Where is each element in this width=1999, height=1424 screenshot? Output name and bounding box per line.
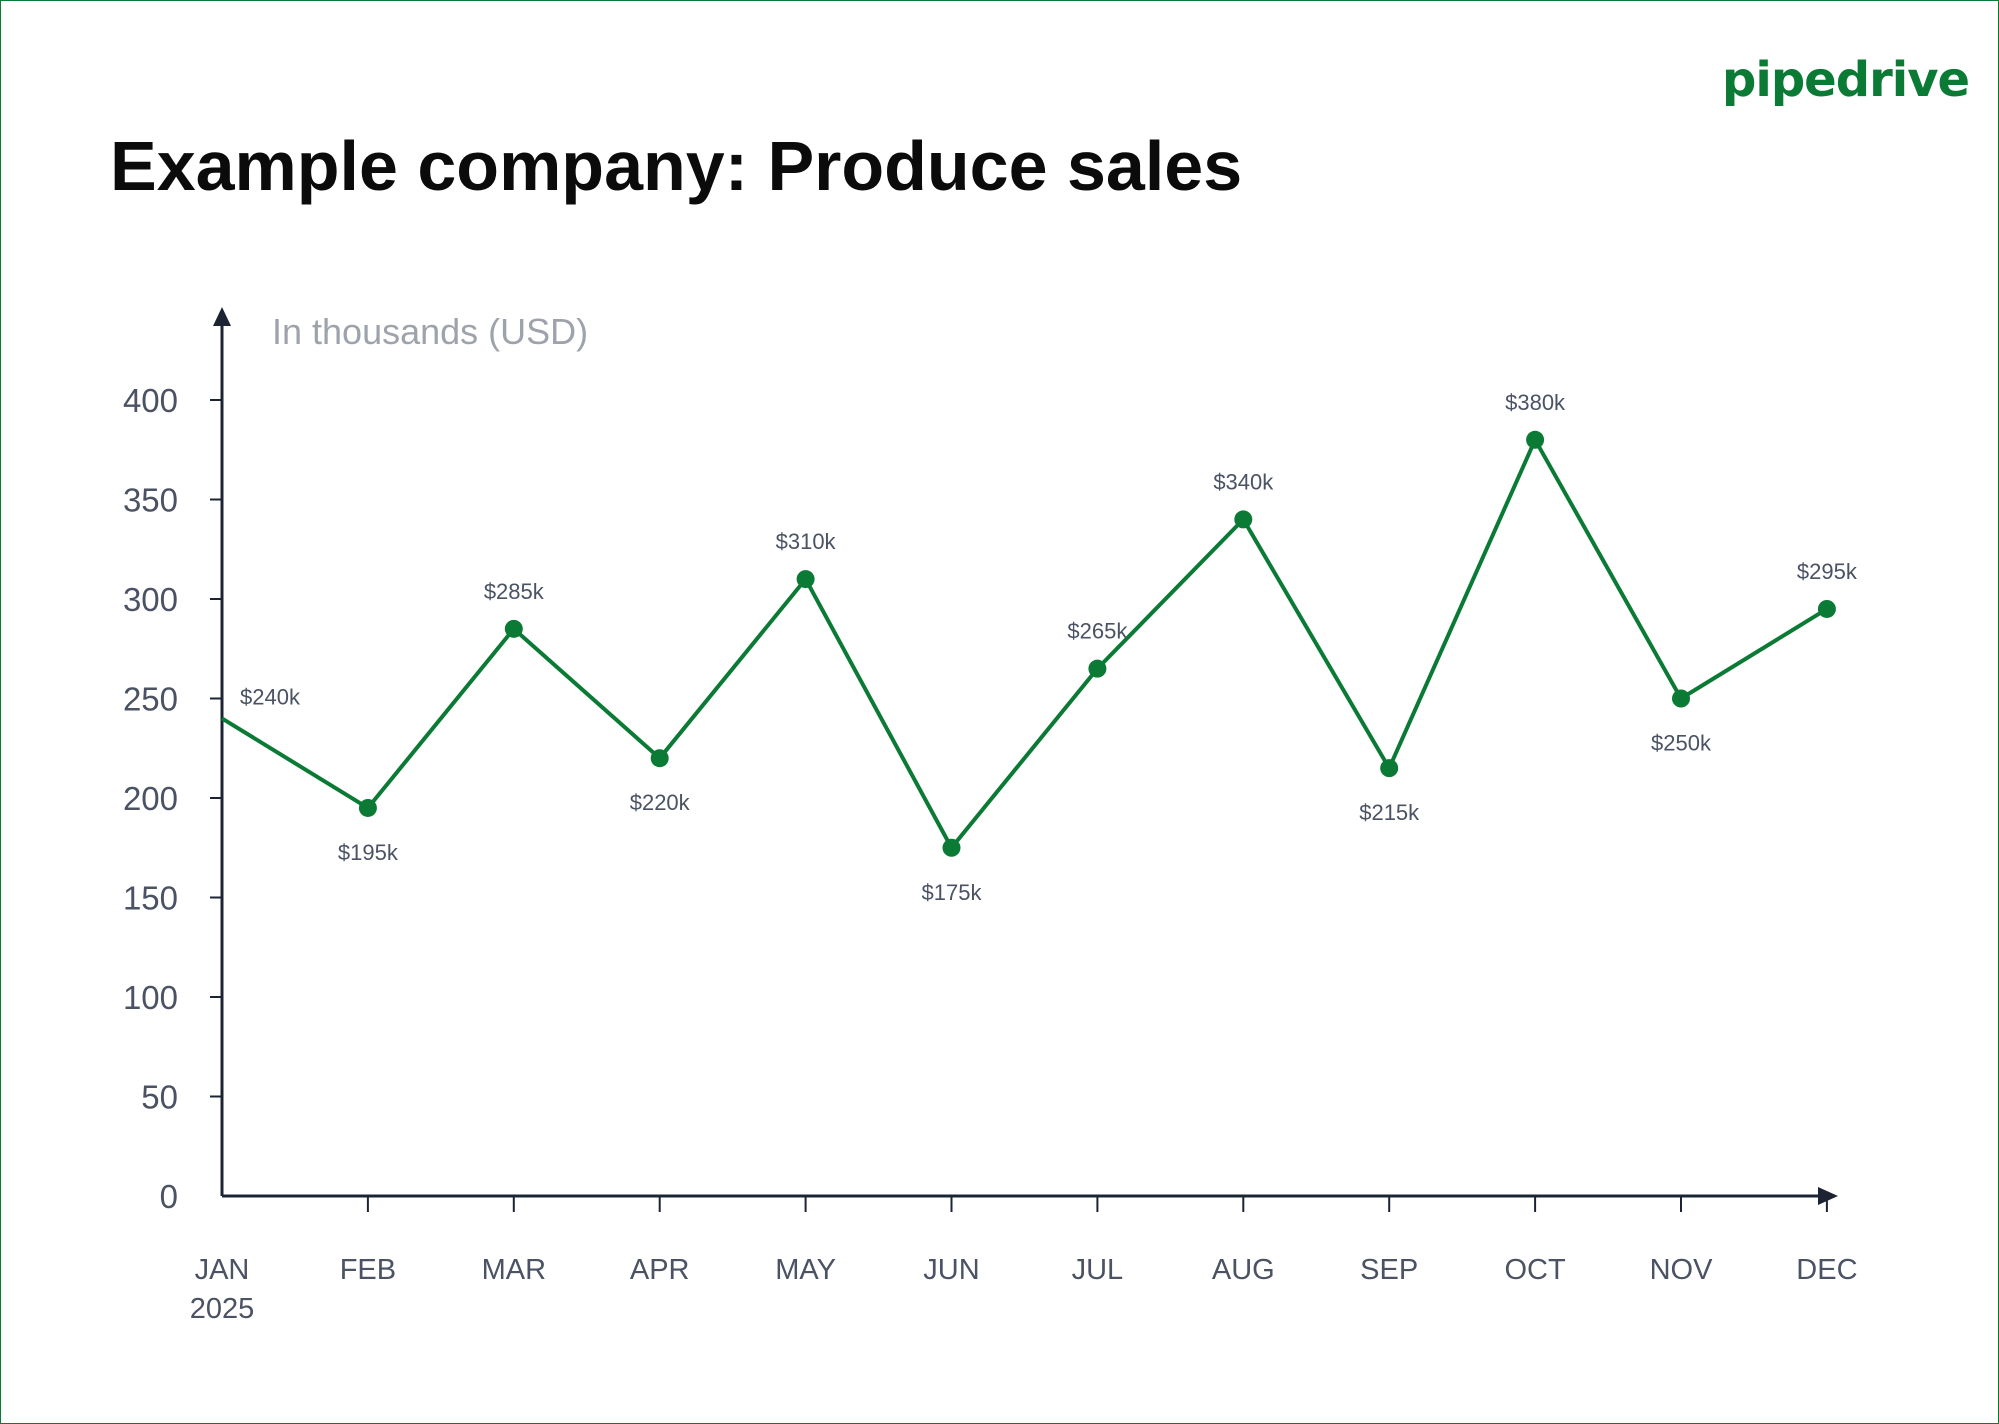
x-tick-label: APR — [630, 1254, 690, 1286]
data-point — [942, 838, 961, 857]
x-tick-label: MAR — [482, 1254, 546, 1286]
data-label: $265k — [1067, 619, 1128, 644]
x-tick-label: JUN — [923, 1254, 979, 1286]
y-tick-label: 150 — [123, 880, 178, 917]
data-point — [650, 749, 669, 768]
x-axis-arrow-icon — [1818, 1187, 1838, 1205]
x-tick-label: NOV — [1650, 1254, 1714, 1286]
x-tick-label: SEP — [1360, 1254, 1418, 1286]
series-line — [220, 437, 1828, 850]
data-label: $380k — [1505, 390, 1566, 415]
data-point — [796, 570, 815, 589]
y-tick-label: 100 — [123, 979, 178, 1016]
y-tick-label: 200 — [123, 780, 178, 817]
y-axis-label: In thousands (USD) — [272, 311, 588, 352]
x-tick-label: JUL — [1072, 1254, 1124, 1286]
data-point — [1380, 759, 1399, 778]
x-tick-label: OCT — [1504, 1254, 1566, 1286]
data-point — [1672, 689, 1690, 708]
data-label: $240k — [240, 684, 301, 709]
data-label: $295k — [1797, 559, 1858, 584]
data-label: $220k — [630, 790, 691, 815]
data-label: $195k — [338, 840, 399, 865]
y-tick-label: 300 — [123, 581, 178, 618]
data-label: $175k — [922, 880, 983, 905]
y-axis-arrow-icon — [213, 307, 231, 326]
data-label: $215k — [1359, 800, 1420, 825]
pipedrive-logo: pipedrive — [1722, 52, 1970, 108]
data-point — [504, 619, 523, 638]
x-tick-label: JAN — [195, 1254, 250, 1286]
data-point — [1817, 599, 1836, 618]
data-label: $340k — [1213, 469, 1274, 494]
x-tick-label: DEC — [1796, 1254, 1857, 1286]
data-point — [1088, 659, 1107, 678]
y-tick-label: 350 — [123, 482, 178, 519]
y-tick-label: 250 — [123, 681, 178, 718]
y-tick-label: 50 — [141, 1079, 178, 1116]
x-tick-label: AUG — [1212, 1254, 1275, 1286]
data-label: $250k — [1651, 731, 1712, 756]
data-point — [1526, 430, 1545, 449]
data-label: $310k — [776, 529, 837, 554]
data-label: $285k — [484, 579, 545, 604]
y-tick-label: 400 — [123, 382, 178, 419]
x-tick-label: FEB — [340, 1254, 396, 1286]
x-tick-label: MAY — [775, 1254, 836, 1286]
y-tick-label: 0 — [160, 1178, 178, 1215]
x-year-label: 2025 — [190, 1293, 255, 1325]
data-point — [1234, 510, 1253, 529]
chart-title: Example company: Produce sales — [110, 127, 1243, 205]
data-point — [358, 798, 377, 817]
